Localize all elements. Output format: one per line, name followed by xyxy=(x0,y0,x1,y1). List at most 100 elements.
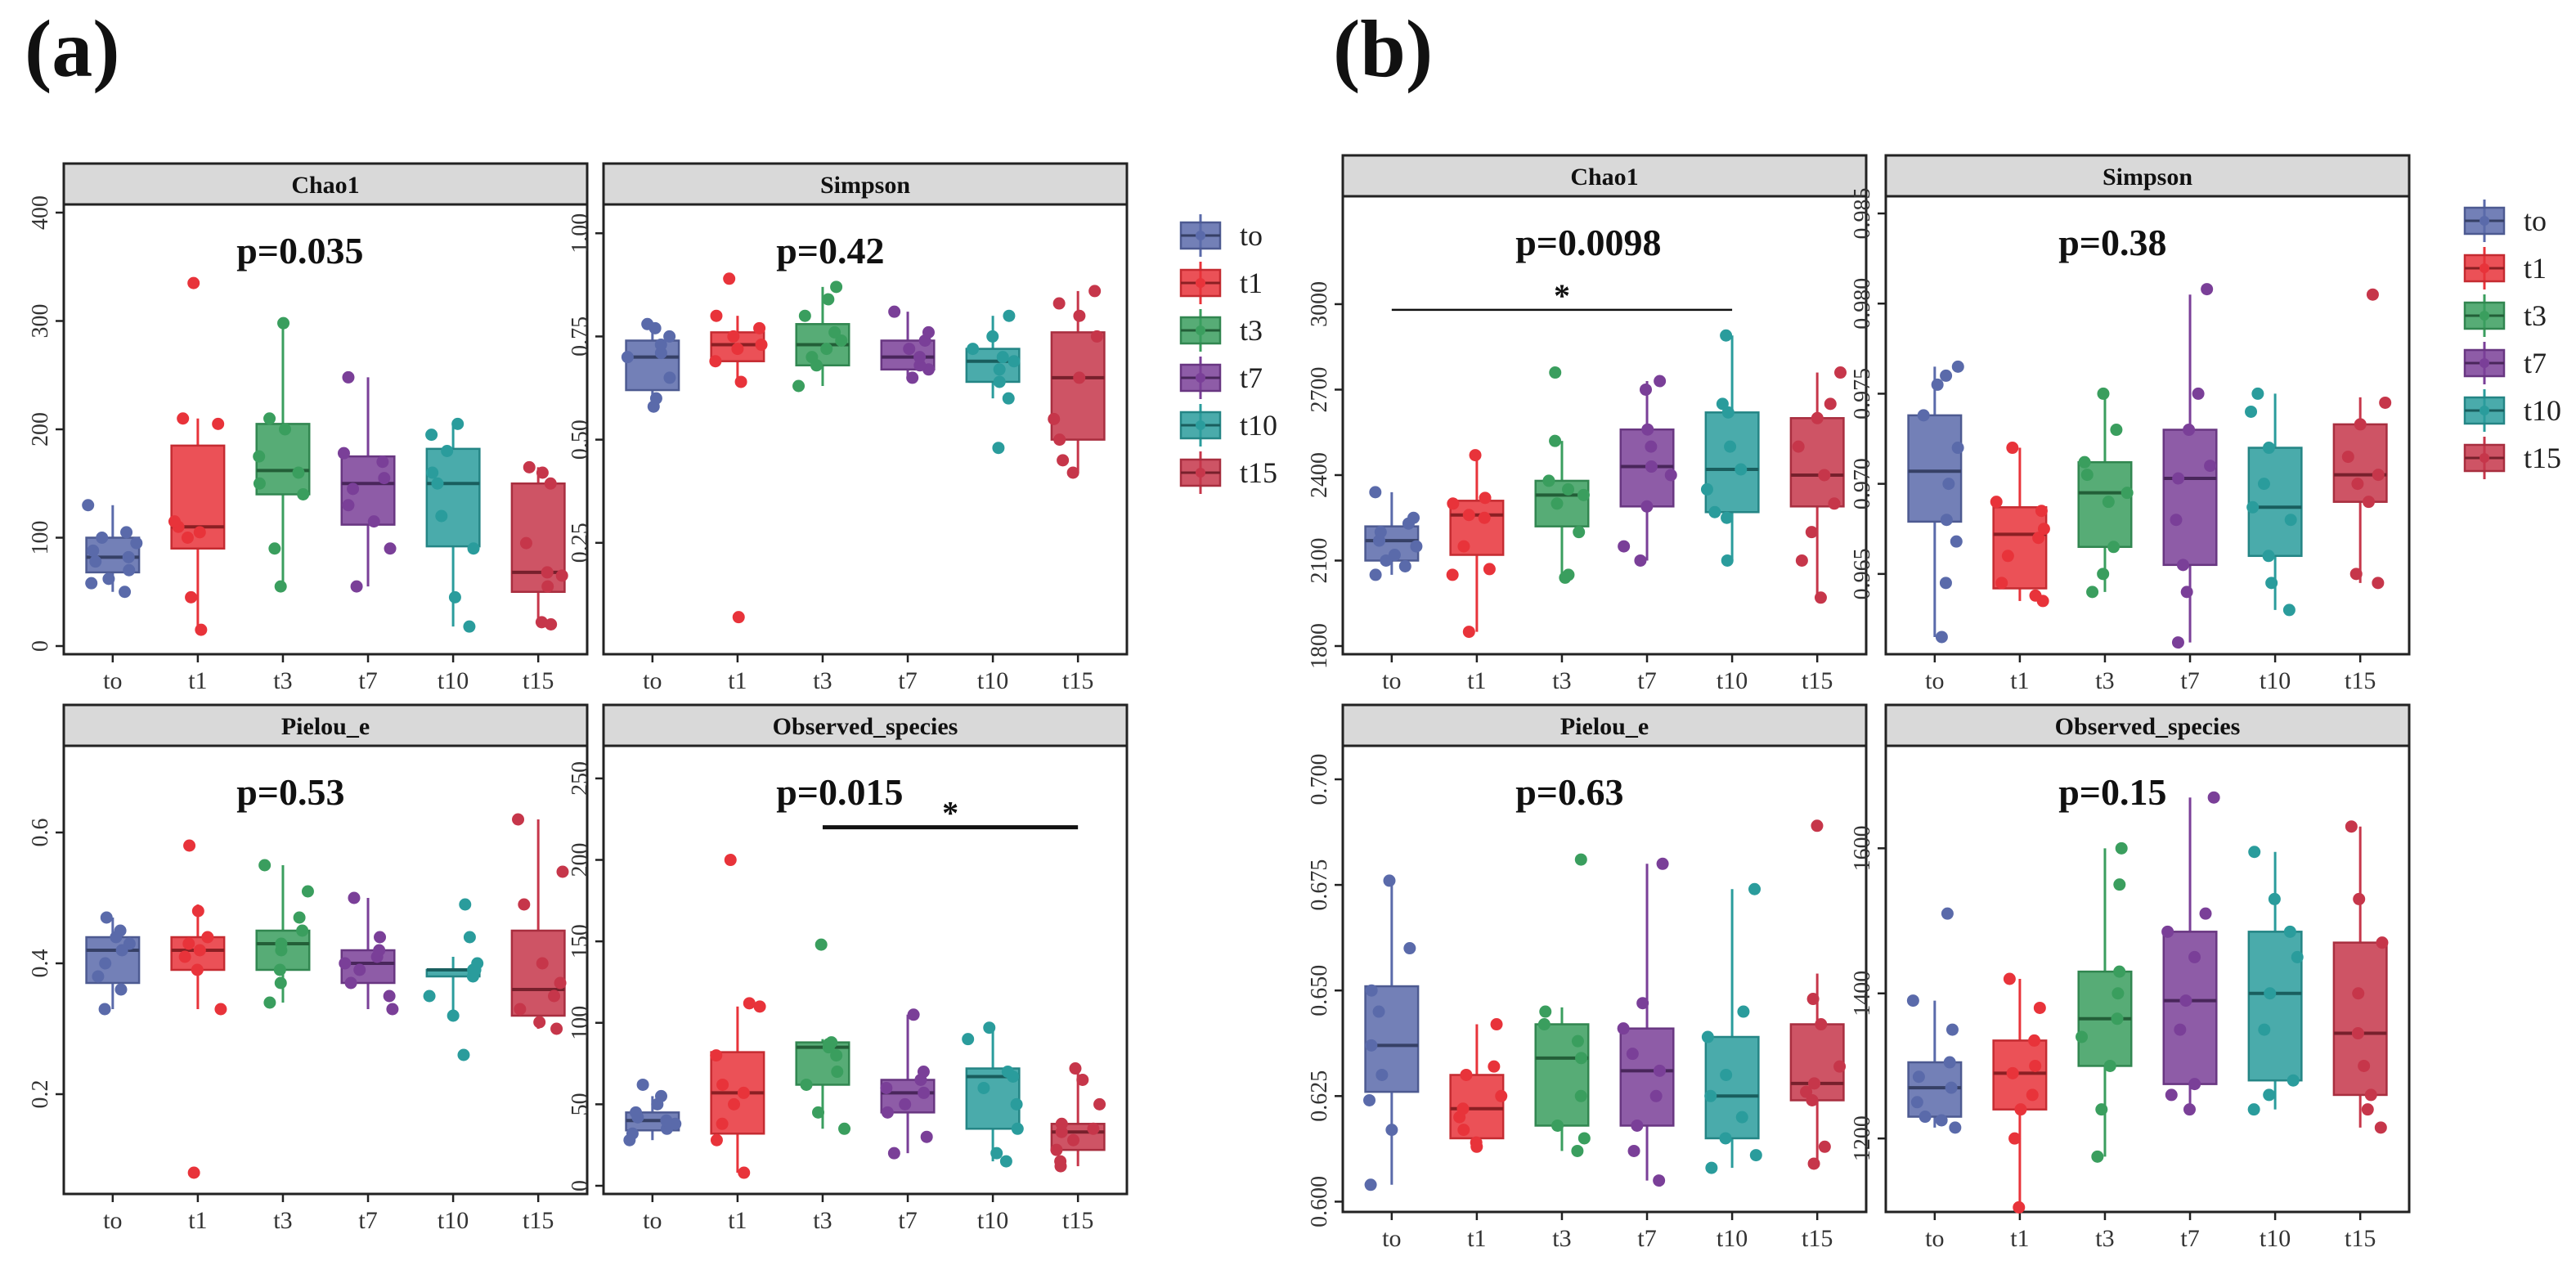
x-tick-label: t10 xyxy=(977,667,1008,694)
x-tick-label: to xyxy=(1925,1225,1944,1252)
plot-area xyxy=(1884,744,2411,1214)
x-tick-label: t3 xyxy=(1552,1225,1571,1252)
legend-swatch xyxy=(2463,294,2506,337)
data-point xyxy=(2171,636,2184,649)
data-point xyxy=(1808,1077,1821,1090)
box-t7 xyxy=(1618,375,1677,567)
p-value-label: p=0.035 xyxy=(236,230,363,271)
data-point xyxy=(917,1066,930,1079)
data-point xyxy=(1795,554,1808,567)
facet-title: Chao1 xyxy=(291,172,359,199)
legend-item-to: to xyxy=(1178,213,1263,258)
data-point xyxy=(2376,936,2389,949)
data-point xyxy=(263,996,276,1009)
data-point xyxy=(1052,297,1066,310)
box-body xyxy=(1992,506,2048,590)
data-point xyxy=(1090,330,1103,343)
data-point xyxy=(441,445,454,457)
y-tick-label: 0.4 xyxy=(28,949,53,978)
y-tick-label: 300 xyxy=(28,304,53,339)
x-tick-label: t15 xyxy=(2345,1225,2376,1252)
box-t10 xyxy=(1701,882,1762,1174)
box-body xyxy=(2332,941,2388,1097)
box-t15 xyxy=(1789,366,1847,604)
y-tick-label: 0.50 xyxy=(568,420,593,460)
data-point xyxy=(1372,1005,1385,1018)
data-point xyxy=(815,938,828,951)
data-point xyxy=(114,924,127,937)
data-point xyxy=(2111,1012,2124,1025)
data-point xyxy=(367,515,380,528)
data-point xyxy=(2029,1059,2042,1072)
data-point xyxy=(181,532,194,544)
data-point xyxy=(1792,440,1805,453)
legend-item-t3: t3 xyxy=(1178,307,1263,353)
data-point xyxy=(1403,942,1416,955)
y-tick-label: 100 xyxy=(28,521,53,555)
data-point xyxy=(636,1078,649,1091)
data-point xyxy=(654,339,667,352)
data-point xyxy=(649,392,662,405)
data-point xyxy=(1945,1081,1958,1094)
y-tick-label: 2700 xyxy=(1307,366,1332,412)
data-point xyxy=(2097,387,2110,400)
data-point xyxy=(999,1155,1012,1168)
data-point xyxy=(448,590,461,604)
data-point xyxy=(2351,1027,2364,1040)
data-point xyxy=(2351,478,2364,491)
plot-area xyxy=(1884,195,2411,656)
data-point xyxy=(274,976,287,990)
data-point xyxy=(541,566,554,579)
data-point xyxy=(2097,568,2110,581)
data-point xyxy=(1811,411,1824,424)
data-point xyxy=(812,1106,825,1119)
data-point xyxy=(1906,994,1919,1007)
y-tick-label: 1800 xyxy=(1307,623,1332,669)
data-point xyxy=(1654,375,1667,388)
x-tick-label: t15 xyxy=(1802,667,1833,694)
data-point xyxy=(731,343,744,356)
data-point xyxy=(1807,1157,1820,1170)
data-point xyxy=(1749,1149,1762,1162)
data-point xyxy=(1631,1119,1644,1132)
data-point xyxy=(2188,950,2201,963)
data-point xyxy=(2287,1074,2300,1087)
box-t15 xyxy=(1048,285,1106,479)
data-point xyxy=(1656,857,1669,870)
x-tick-label: t1 xyxy=(2010,667,2029,694)
data-point xyxy=(459,898,472,911)
data-point xyxy=(977,1081,990,1094)
x-tick-label: t10 xyxy=(2260,667,2291,694)
data-point xyxy=(383,990,396,1003)
legend-item-t15: t15 xyxy=(2462,435,2561,481)
data-point xyxy=(82,499,95,512)
data-point xyxy=(123,563,136,577)
data-point xyxy=(2361,1103,2374,1116)
facet-strip xyxy=(1341,154,1868,198)
box-body xyxy=(1704,411,1760,514)
data-point xyxy=(2258,1023,2271,1036)
y-tick-label: 200 xyxy=(568,843,593,877)
legend-label: t10 xyxy=(2524,394,2562,427)
box-t15 xyxy=(2332,288,2392,590)
box-body xyxy=(510,929,566,1017)
box-to xyxy=(82,499,143,599)
y-tick-label: 1600 xyxy=(1850,825,1875,871)
legend-swatch xyxy=(1179,451,1222,494)
data-point xyxy=(2170,514,2183,527)
data-point xyxy=(274,580,287,593)
data-point xyxy=(1834,366,1847,379)
data-point xyxy=(1720,1068,1733,1081)
data-point xyxy=(463,620,476,633)
data-point xyxy=(1365,984,1378,997)
data-point xyxy=(2264,987,2277,1000)
p-value-label: p=0.0098 xyxy=(1515,222,1661,263)
facet-strip xyxy=(602,703,1129,747)
data-point xyxy=(353,963,366,976)
x-tick-label: t7 xyxy=(358,1207,377,1234)
plot-area xyxy=(602,203,1129,656)
x-tick-label: t10 xyxy=(1717,1225,1748,1252)
significance-star: * xyxy=(942,795,958,832)
data-point xyxy=(800,1078,813,1091)
data-point xyxy=(1571,1144,1584,1157)
